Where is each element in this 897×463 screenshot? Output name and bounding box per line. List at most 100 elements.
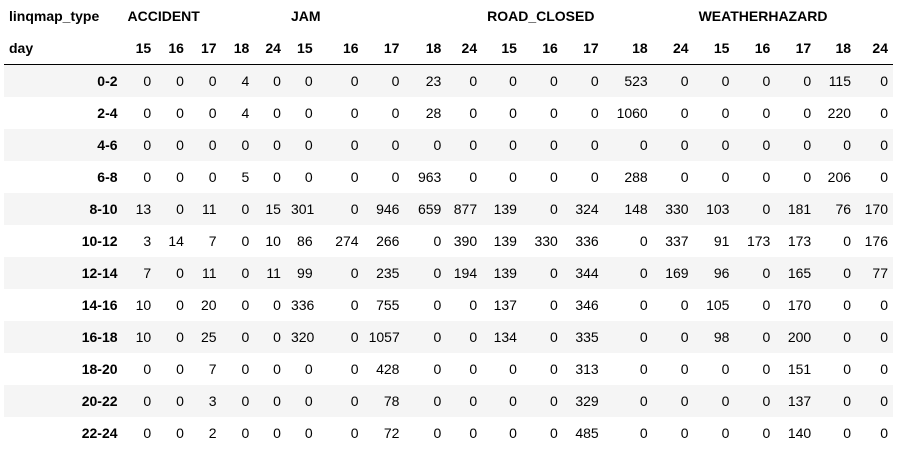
table-cell: 330 xyxy=(534,233,558,249)
table-cell: 0 xyxy=(762,297,771,313)
table-cell: 0 xyxy=(639,233,648,249)
table-cell: 4 xyxy=(241,105,250,121)
table-row: 18-20 0 0 7 0 0 0 0 428 0 0 0 0 313 0 0 0 0 151 0 0 xyxy=(4,353,893,385)
table-cell: 11 xyxy=(202,265,217,281)
table-cell: 0 xyxy=(843,329,852,345)
table-cell: 7 xyxy=(143,265,152,281)
table-row: 14-16 10 0 20 0 0 336 0 755 0 0 137 0 346 0 0 105 0 170 0 0 xyxy=(4,289,893,321)
table-cell: 0 xyxy=(639,329,648,345)
table-cell: 0 xyxy=(550,393,558,409)
table-cell: 0 xyxy=(680,169,689,185)
table-cell: 2 xyxy=(208,425,217,441)
column-day-header: 17 xyxy=(188,32,222,65)
table-cell: 0 xyxy=(241,329,250,345)
table-cell: 7 xyxy=(208,361,217,377)
row-label: 14-16 xyxy=(81,297,118,313)
table-cell: 0 xyxy=(176,137,184,153)
row-index-name: day xyxy=(4,32,123,65)
table-body: 0-2 0 0 0 4 0 0 0 0 23 0 0 0 0 523 0 0 0 0 115 0 2-4 0 0 0 4 0 0 0 0 2… xyxy=(4,64,893,449)
table-cell: 0 xyxy=(304,137,313,153)
table-cell: 0 xyxy=(762,361,771,377)
table-cell: 0 xyxy=(639,393,648,409)
table-cell: 220 xyxy=(827,105,852,121)
table-cell: 0 xyxy=(143,73,152,89)
table-cell: 0 xyxy=(143,169,152,185)
table-cell: 3 xyxy=(208,393,217,409)
table-cell: 0 xyxy=(843,425,852,441)
table-cell: 0 xyxy=(176,393,184,409)
table-cell: 0 xyxy=(880,137,888,153)
table-cell: 0 xyxy=(391,105,400,121)
table-cell: 0 xyxy=(880,105,888,121)
table-row: 8-10 13 0 11 0 15 301 0 946 659 877 139 0 324 148 330 10… xyxy=(4,193,893,225)
table-cell: 336 xyxy=(575,233,599,249)
table-cell: 0 xyxy=(273,297,281,313)
table-cell: 0 xyxy=(509,73,517,89)
table-cell: 0 xyxy=(550,361,558,377)
table-cell: 0 xyxy=(509,393,517,409)
column-day-header: 24 xyxy=(446,32,483,65)
table-cell: 0 xyxy=(176,73,184,89)
table-row: 12-14 7 0 11 0 11 99 0 235 0 194 139 0 344 0 169 96 0 165 0… xyxy=(4,257,893,289)
table-cell: 103 xyxy=(706,201,730,217)
column-group-header: ROAD_CLOSED xyxy=(487,8,595,24)
table-cell: 0 xyxy=(241,393,250,409)
table-cell: 11 xyxy=(266,265,281,281)
table-cell: 0 xyxy=(469,393,478,409)
table-cell: 0 xyxy=(176,105,184,121)
table-cell: 0 xyxy=(762,169,771,185)
table-cell: 91 xyxy=(713,233,730,249)
row-label: 4-6 xyxy=(97,137,118,153)
table-cell: 0 xyxy=(433,361,442,377)
table-cell: 96 xyxy=(713,265,730,281)
table-cell: 10 xyxy=(135,297,152,313)
table-cell: 0 xyxy=(762,73,771,89)
table-cell: 0 xyxy=(590,169,599,185)
table-cell: 0 xyxy=(350,201,359,217)
table-cell: 0 xyxy=(509,425,517,441)
column-day-header: 16 xyxy=(521,32,563,65)
table-cell: 523 xyxy=(624,73,648,89)
table-cell: 0 xyxy=(843,137,852,153)
table-cell: 0 xyxy=(843,393,852,409)
table-cell: 23 xyxy=(425,73,442,89)
table-cell: 0 xyxy=(880,297,888,313)
table-cell: 0 xyxy=(304,393,313,409)
table-cell: 0 xyxy=(143,137,152,153)
table-cell: 344 xyxy=(575,265,599,281)
table-row: 6-8 0 0 0 5 0 0 0 0 963 0 0 0 0 288 0 0 0 0 206 0 xyxy=(4,161,893,193)
table-cell: 0 xyxy=(433,329,442,345)
table-cell: 0 xyxy=(350,265,359,281)
table-cell: 0 xyxy=(550,73,558,89)
table-cell: 274 xyxy=(335,233,359,249)
table-cell: 335 xyxy=(575,329,599,345)
table-cell: 176 xyxy=(864,233,888,249)
table-cell: 0 xyxy=(880,393,888,409)
table-cell: 0 xyxy=(304,425,313,441)
table-cell: 15 xyxy=(265,201,281,217)
table-cell: 7 xyxy=(208,233,217,249)
table-cell: 0 xyxy=(880,361,888,377)
table-cell: 0 xyxy=(762,393,771,409)
table-cell: 76 xyxy=(835,201,852,217)
column-day-header: 16 xyxy=(317,32,364,65)
table-cell: 0 xyxy=(680,105,689,121)
table-cell: 0 xyxy=(880,73,888,89)
table-cell: 0 xyxy=(273,137,281,153)
table-cell: 235 xyxy=(376,265,400,281)
dataframe-table: linqmap_type ACCIDENT JAM ROAD_CLOSED WEATH… xyxy=(4,0,893,449)
column-day-header: 18 xyxy=(221,32,255,65)
table-cell: 0 xyxy=(762,265,771,281)
table-cell: 115 xyxy=(828,73,852,89)
table-cell: 0 xyxy=(273,169,281,185)
table-cell: 0 xyxy=(273,393,281,409)
table-cell: 0 xyxy=(350,169,359,185)
row-label: 18-20 xyxy=(81,361,118,377)
table-cell: 0 xyxy=(639,361,648,377)
table-cell: 0 xyxy=(590,105,599,121)
table-cell: 337 xyxy=(665,233,689,249)
table-cell: 0 xyxy=(469,169,478,185)
table-cell: 0 xyxy=(469,105,478,121)
table-cell: 0 xyxy=(639,297,648,313)
table-cell: 0 xyxy=(509,105,517,121)
